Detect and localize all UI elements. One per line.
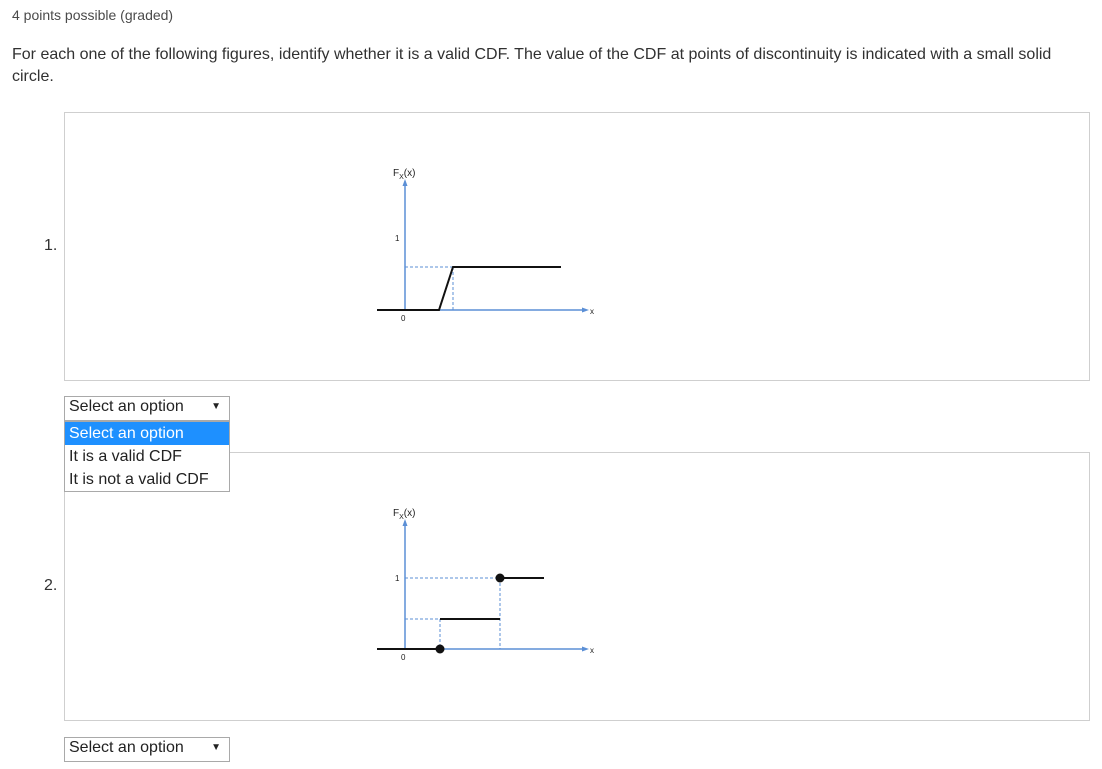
- figure-1: FX(x) 1 0 x: [64, 112, 1090, 381]
- question-number-1: 1.: [44, 237, 58, 254]
- answer-select-2-value: Select an option: [69, 739, 184, 756]
- x-axis-label: x: [590, 307, 594, 316]
- answer-select-1-value: Select an option: [69, 398, 184, 415]
- answer-select-2[interactable]: Select an option ▼: [64, 737, 230, 762]
- tick-label-one: 1: [395, 574, 400, 583]
- option-select-an-option[interactable]: Select an option: [65, 422, 229, 445]
- y-axis-arrow: [402, 519, 408, 526]
- cdf-curve: [377, 266, 561, 311]
- y-axis-label: FX(x): [393, 508, 415, 521]
- figure-2: FX(x) 1 0 x: [64, 452, 1090, 721]
- option-not-valid-cdf[interactable]: It is not a valid CDF: [69, 471, 209, 488]
- x-axis-label: x: [590, 646, 594, 655]
- figure-1-plot: FX(x) 1 0 x: [377, 168, 594, 323]
- figure-2-plot: FX(x) 1 0 x: [377, 508, 594, 662]
- tick-label-zero: 0: [401, 314, 406, 323]
- discontinuity-dot-2: [495, 573, 505, 583]
- x-axis-arrow: [582, 307, 589, 313]
- dropdown-arrow-icon: ▼: [211, 742, 221, 753]
- question-prompt: For each one of the following figures, i…: [12, 46, 1052, 85]
- option-valid-cdf[interactable]: It is a valid CDF: [69, 448, 182, 465]
- tick-label-one: 1: [395, 234, 400, 243]
- answer-select-1-options[interactable]: Select an option It is a valid CDF It is…: [64, 421, 230, 492]
- tick-label-zero: 0: [401, 653, 406, 662]
- discontinuity-dot-1: [435, 644, 445, 654]
- x-axis-arrow: [582, 646, 589, 652]
- points-possible: 4 points possible (graded): [12, 7, 174, 23]
- y-axis-label: FX(x): [393, 168, 415, 181]
- question-number-2: 2.: [44, 577, 58, 594]
- answer-select-1[interactable]: Select an option ▼: [64, 396, 230, 421]
- y-axis-arrow: [402, 179, 408, 186]
- dropdown-arrow-icon: ▼: [211, 401, 221, 412]
